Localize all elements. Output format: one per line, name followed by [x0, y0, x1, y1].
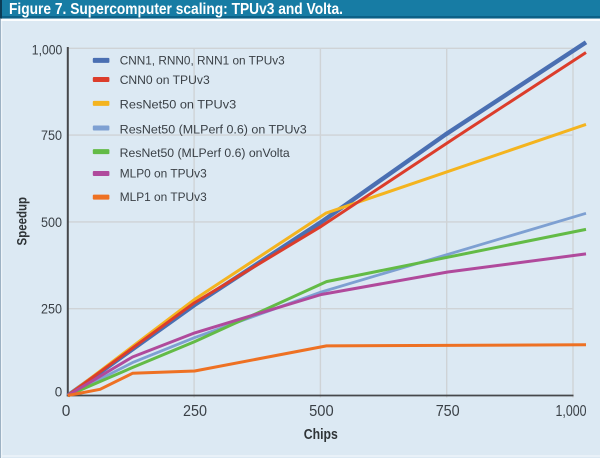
svg-text:250: 250 [41, 301, 62, 317]
svg-text:Figure 7. Supercomputer scalin: Figure 7. Supercomputer scaling: TPUv3 a… [9, 1, 343, 18]
svg-text:1,000: 1,000 [556, 403, 587, 420]
svg-text:ResNet50 (MLPerf 0.6) onVolta: ResNet50 (MLPerf 0.6) onVolta [120, 146, 290, 160]
svg-text:CNN0 on TPUv3: CNN0 on TPUv3 [120, 73, 210, 87]
svg-text:1,000: 1,000 [32, 42, 63, 58]
svg-text:500: 500 [41, 214, 62, 230]
svg-text:750: 750 [41, 127, 62, 143]
svg-text:0: 0 [55, 384, 63, 400]
svg-text:Speedup: Speedup [14, 197, 30, 246]
svg-text:Chips: Chips [304, 427, 338, 443]
svg-text:0: 0 [62, 403, 71, 420]
svg-text:MLP1 on TPUv3: MLP1 on TPUv3 [120, 190, 207, 204]
svg-text:ResNet50 (MLPerf 0.6) on TPUv3: ResNet50 (MLPerf 0.6) on TPUv3 [120, 122, 307, 136]
svg-text:CNN1, RNN0, RNN1 on TPUv3: CNN1, RNN0, RNN1 on TPUv3 [120, 53, 285, 67]
svg-text:MLP0 on TPUv3: MLP0 on TPUv3 [120, 167, 207, 181]
svg-text:500: 500 [309, 403, 334, 420]
svg-text:250: 250 [183, 403, 207, 420]
svg-text:ResNet50 on TPUv3: ResNet50 on TPUv3 [120, 97, 237, 111]
svg-text:750: 750 [436, 403, 460, 420]
